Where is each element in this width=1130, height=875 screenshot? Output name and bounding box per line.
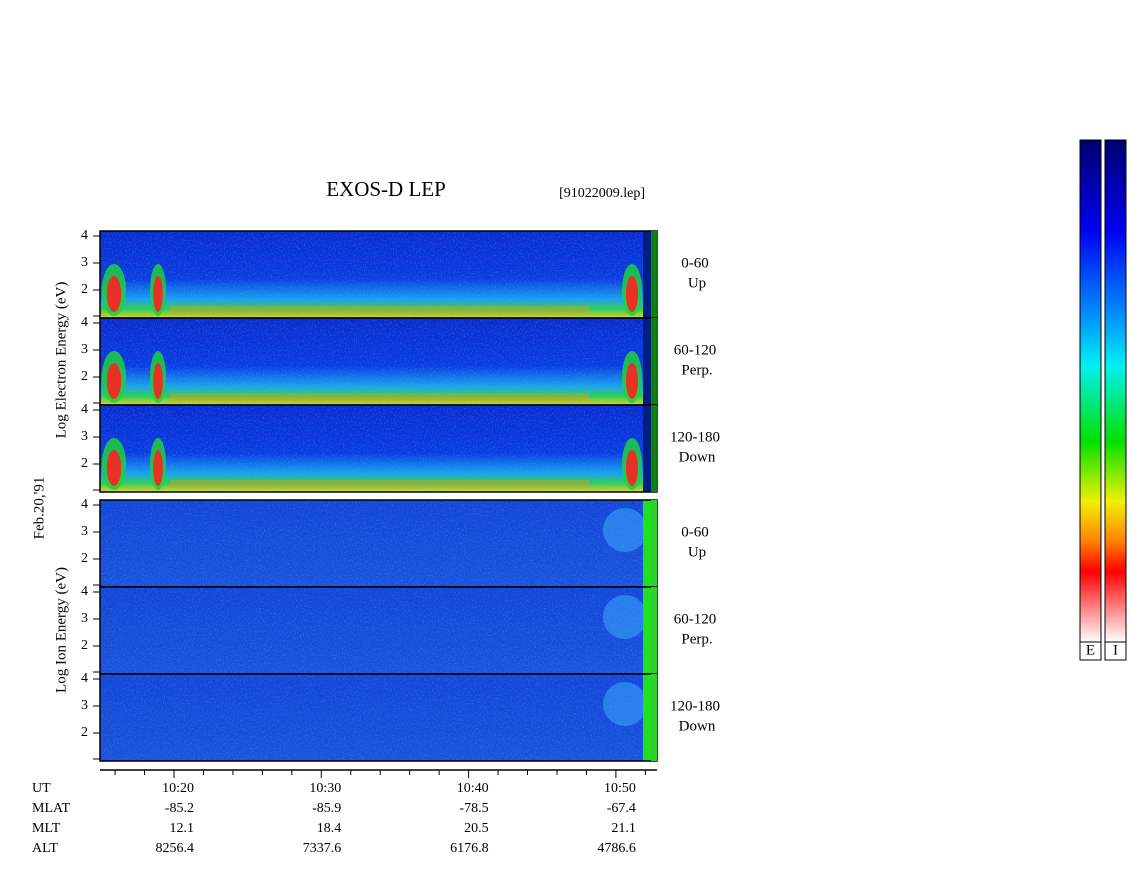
energy-tick-label: 2 (81, 282, 88, 297)
energy-tick-label: 2 (81, 551, 88, 566)
noise (100, 405, 651, 492)
energy-tick-label: 3 (81, 429, 88, 444)
colorbar-label: I (1113, 642, 1118, 658)
energy-tick-label: 4 (81, 497, 88, 512)
energy-tick-label: 3 (81, 524, 88, 539)
spectrogram-panels (99, 230, 658, 762)
edge-strip (643, 587, 651, 674)
panel-sublabel: Down (679, 449, 716, 465)
low-energy-band (170, 480, 590, 488)
edge-strip (651, 318, 657, 405)
time-axis-value: 4786.6 (597, 841, 636, 856)
time-axis-value: 18.4 (317, 821, 342, 836)
low-energy-band (170, 306, 590, 314)
flux-enhancement (603, 595, 647, 639)
colorbars: E I (1079, 139, 1127, 661)
row-label: ALT (32, 841, 58, 856)
time-axis-value: 21.1 (611, 821, 636, 836)
flux-enhancement (106, 276, 122, 312)
energy-tick-label: 2 (81, 369, 88, 384)
energy-tick-label: 4 (81, 671, 88, 686)
panel-label: 120-180 (670, 429, 720, 445)
edge-strip (651, 231, 657, 318)
time-axis-value: 7337.6 (303, 841, 342, 856)
flux-enhancement (153, 276, 163, 312)
flux-enhancement (626, 276, 638, 312)
time-axis-value: 10:30 (309, 781, 341, 796)
energy-tick-label: 2 (81, 456, 88, 471)
edge-strip (643, 405, 651, 492)
panel-sublabel: Up (688, 275, 706, 291)
electron-axis-label: Log Electron Energy (eV) (53, 282, 69, 439)
colorbar-label: E (1086, 642, 1095, 658)
energy-tick-label: 3 (81, 698, 88, 713)
panel-label: 0-60 (681, 255, 709, 271)
energy-tick-label: 3 (81, 342, 88, 357)
panel-sublabel: Perp. (681, 362, 712, 378)
edge-strip (651, 500, 657, 587)
time-axis-value: 20.5 (464, 821, 489, 836)
noise (100, 587, 651, 674)
low-energy-band (170, 393, 590, 401)
noise (100, 674, 651, 761)
flux-enhancement (626, 450, 638, 486)
flux-enhancement (153, 363, 163, 399)
time-axis-value: 8256.4 (156, 841, 195, 856)
edge-strip (651, 674, 657, 761)
colorbar-label-box (1104, 641, 1127, 661)
flux-enhancement (106, 363, 122, 399)
edge-strip (651, 587, 657, 674)
edge-strip (651, 405, 657, 492)
time-axis-value: 12.1 (170, 821, 195, 836)
time-axis-value: -85.2 (165, 801, 194, 816)
row-label: UT (32, 781, 51, 796)
time-axis-value: 10:20 (162, 781, 194, 796)
time-axis-value: 10:50 (604, 781, 636, 796)
energy-tick-label: 4 (81, 584, 88, 599)
colorbar-label-box (1079, 641, 1102, 661)
panel-label: 0-60 (681, 524, 709, 540)
energy-tick-label: 3 (81, 611, 88, 626)
ion-axis-label: Log Ion Energy (eV) (53, 567, 69, 693)
panel-sublabel: Perp. (681, 631, 712, 647)
row-label: MLT (32, 821, 61, 836)
energy-tick-label: 2 (81, 725, 88, 740)
edge-strip (643, 318, 651, 405)
time-axis-value: -85.9 (312, 801, 341, 816)
title: EXOS-D LEP (326, 177, 446, 201)
time-axis-value: -67.4 (607, 801, 636, 816)
panel-label: 120-180 (670, 698, 720, 714)
panel-label: 60-120 (674, 611, 717, 627)
noise (100, 500, 651, 587)
energy-tick-label: 4 (81, 315, 88, 330)
time-axis-value: 6176.8 (450, 841, 489, 856)
panel-sublabel: Up (688, 544, 706, 560)
noise (100, 231, 651, 318)
flux-enhancement (626, 363, 638, 399)
panel-sublabel: Down (679, 718, 716, 734)
energy-tick-label: 4 (81, 402, 88, 417)
flux-enhancement (153, 450, 163, 486)
time-axis-value: 10:40 (457, 781, 489, 796)
energy-tick-label: 4 (81, 228, 88, 243)
energy-tick-label: 3 (81, 255, 88, 270)
file-name: [91022009.lep] (559, 186, 645, 201)
panel-label: 60-120 (674, 342, 717, 358)
date-label: Feb.20,'91 (31, 477, 47, 540)
edge-strip (643, 231, 651, 318)
flux-enhancement (603, 508, 647, 552)
flux-enhancement (603, 682, 647, 726)
edge-strip (643, 674, 651, 761)
row-label: MLAT (32, 801, 71, 816)
noise (100, 318, 651, 405)
edge-strip (643, 500, 651, 587)
energy-tick-label: 2 (81, 638, 88, 653)
colorbar-electron (1079, 139, 1102, 643)
colorbar-ion (1104, 139, 1127, 643)
time-axis-value: -78.5 (459, 801, 488, 816)
flux-enhancement (106, 450, 122, 486)
